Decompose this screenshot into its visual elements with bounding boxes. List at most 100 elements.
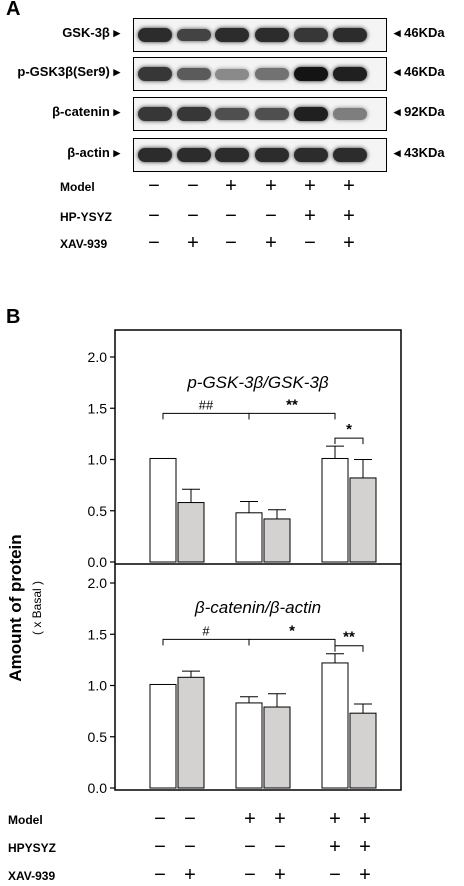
significance-bracket <box>334 645 364 652</box>
blot-band <box>294 148 328 162</box>
minus-sign: − <box>304 232 316 254</box>
significance-marker: * <box>289 622 295 639</box>
bar <box>235 512 263 563</box>
bar <box>321 662 349 789</box>
blot-band <box>177 28 211 42</box>
blot-band <box>333 67 367 81</box>
condition-label: XAV-939 <box>8 869 56 883</box>
minus-sign: − <box>265 205 277 227</box>
blot-band <box>138 107 172 121</box>
significance-marker: ## <box>199 397 214 412</box>
bar <box>321 457 349 563</box>
condition-label: Model <box>60 180 95 194</box>
blot-band <box>333 148 367 162</box>
minus-sign: − <box>154 836 166 858</box>
y-tick-label: 0.5 <box>88 729 108 745</box>
bar <box>149 457 177 563</box>
plus-sign: + <box>265 175 277 197</box>
significance-bracket <box>162 412 250 420</box>
blot-band <box>215 148 249 162</box>
blot-band <box>177 107 211 121</box>
blot-band <box>255 148 289 162</box>
bar <box>149 683 177 789</box>
plus-sign: + <box>184 864 196 886</box>
minus-sign: − <box>329 864 341 886</box>
plus-sign: + <box>359 808 371 830</box>
minus-sign: − <box>184 836 196 858</box>
bar <box>263 706 291 789</box>
panel-b-letter: B <box>6 306 21 328</box>
plus-sign: + <box>329 836 341 858</box>
bar <box>235 702 263 789</box>
condition-label: XAV-939 <box>60 237 108 251</box>
significance-bracket <box>334 437 364 445</box>
blot-band <box>138 67 172 81</box>
significance-bracket <box>248 638 336 646</box>
y-tick-label: 2.0 <box>88 349 108 365</box>
plus-sign: + <box>304 205 316 227</box>
chart-frame <box>114 329 402 791</box>
blot-band <box>255 107 289 121</box>
condition-label: HPYSYZ <box>8 841 57 855</box>
minus-sign: − <box>244 864 256 886</box>
bar <box>263 518 291 563</box>
blot-image <box>133 18 387 52</box>
blot-label: p-GSK3β(Ser9) ▸ <box>17 64 120 79</box>
minus-sign: − <box>187 205 199 227</box>
y-tick-label: 1.5 <box>88 400 108 416</box>
y-tick-label: 0.0 <box>88 554 108 570</box>
y-tick-label: 1.5 <box>88 626 108 642</box>
y-tick-label: 0.5 <box>88 503 108 519</box>
blot-band <box>294 107 328 121</box>
blot-band <box>177 67 211 81</box>
minus-sign: − <box>148 232 160 254</box>
minus-sign: − <box>244 836 256 858</box>
bar <box>349 712 377 789</box>
blot-band <box>333 28 367 42</box>
blot-band <box>215 107 249 121</box>
bar <box>177 502 205 563</box>
blot-image <box>133 97 387 131</box>
significance-bracket <box>248 412 336 420</box>
significance-marker: ** <box>286 396 298 413</box>
blot-image <box>133 57 387 91</box>
blot-label: GSK-3β ▸ <box>62 25 120 40</box>
blot-band <box>215 68 249 80</box>
chart-title: p-GSK-3β/GSK-3β <box>186 373 329 392</box>
minus-sign: − <box>184 808 196 830</box>
minus-sign: − <box>274 836 286 858</box>
blot-label: β-catenin ▸ <box>52 104 120 119</box>
plus-sign: + <box>187 232 199 254</box>
blot-band <box>138 148 172 162</box>
blot-band <box>177 148 211 162</box>
y-tick-label: 2.0 <box>88 575 108 591</box>
minus-sign: − <box>187 175 199 197</box>
significance-bracket <box>162 638 250 646</box>
minus-sign: − <box>225 232 237 254</box>
plus-sign: + <box>359 864 371 886</box>
blot-band <box>294 67 328 81</box>
bar <box>349 477 377 563</box>
blot-image <box>133 138 387 172</box>
plus-sign: + <box>265 232 277 254</box>
condition-label: Model <box>8 813 43 827</box>
bar <box>177 676 205 789</box>
y-tick-label: 1.0 <box>88 452 108 468</box>
blot-band <box>255 68 289 80</box>
blot-label: β-actin ▸ <box>67 145 120 160</box>
plus-sign: + <box>225 175 237 197</box>
blot-band <box>215 28 249 42</box>
plus-sign: + <box>343 175 355 197</box>
chart-title: β-catenin/β-actin <box>194 598 321 617</box>
blot-band <box>333 108 367 120</box>
plus-sign: + <box>329 808 341 830</box>
molecular-weight-label: ◂ 92KDa <box>394 104 445 119</box>
minus-sign: − <box>154 808 166 830</box>
minus-sign: − <box>225 205 237 227</box>
molecular-weight-label: ◂ 46KDa <box>394 64 445 79</box>
blot-band <box>255 28 289 42</box>
plus-sign: + <box>244 808 256 830</box>
plus-sign: + <box>343 232 355 254</box>
y-tick-label: 0.0 <box>88 780 108 796</box>
